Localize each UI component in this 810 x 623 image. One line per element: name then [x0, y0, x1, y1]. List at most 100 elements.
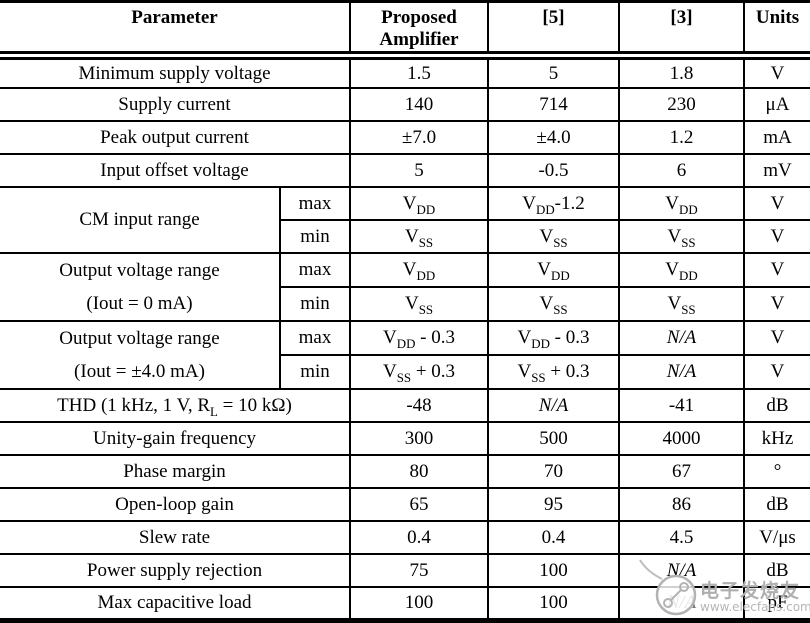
value-cell-ref3: 1.8	[618, 54, 745, 90]
value-cell-ref3: N/A	[618, 354, 745, 391]
row-cm-input-range-min: min VSS VSS VSS V	[0, 219, 810, 255]
value-cell-proposed: 75	[349, 553, 489, 589]
value-cell-ref5: 70	[487, 454, 620, 490]
param-cell: Supply current	[0, 87, 351, 123]
value-cell-proposed: 5	[349, 153, 489, 189]
row-output-range-4ma-min: min VSS + 0.3 VSS + 0.3 N/A V	[0, 354, 810, 391]
value-cell-ref3: N/A	[618, 320, 745, 357]
param-cell: CM input range	[0, 186, 281, 255]
value-cell-ref5: VSS + 0.3	[487, 354, 620, 391]
row-output-range-0ma-min: min VSS VSS VSS V	[0, 286, 810, 323]
unit-cell: dB	[743, 487, 810, 523]
value-cell-ref5: 100	[487, 553, 620, 589]
value-cell-proposed: VSS + 0.3	[349, 354, 489, 391]
row-peak-output-current: Peak output current ±7.0 ±4.0 1.2 mA	[0, 120, 810, 156]
param-cell: THD (1 kHz, 1 V, RL = 10 kΩ)	[0, 388, 351, 424]
value-cell-ref3: 6	[618, 153, 745, 189]
value-cell-ref3: 4.5	[618, 520, 745, 556]
row-max-capacitive-load: Max capacitive load 100 100 N/A pF	[0, 586, 810, 622]
unit-cell: mV	[743, 153, 810, 189]
row-power-supply-rejection: Power supply rejection 75 100 N/A dB	[0, 553, 810, 589]
value-cell-ref3: -41	[618, 388, 745, 424]
value-cell-proposed: VSS	[349, 219, 489, 255]
unit-cell: V	[743, 219, 810, 255]
row-phase-margin: Phase margin 80 70 67 °	[0, 454, 810, 490]
maxmin-cell: min	[280, 286, 351, 323]
value-cell-ref3: VDD	[618, 252, 745, 289]
maxmin-cell: max	[279, 252, 351, 289]
unit-cell: pF	[743, 586, 810, 622]
value-cell-proposed: 0.4	[349, 520, 489, 556]
value-cell-ref3: 4000	[618, 421, 745, 457]
param-cell: Input offset voltage	[0, 153, 351, 189]
value-cell-proposed: ±7.0	[349, 120, 489, 156]
table-header: Parameter Proposed Amplifier [5] [3] Uni…	[0, 0, 810, 60]
row-input-offset-voltage: Input offset voltage 5 -0.5 6 mV	[0, 153, 810, 189]
value-cell-ref5: 0.4	[487, 520, 620, 556]
param-cell: Unity-gain frequency	[0, 421, 351, 457]
value-cell-proposed: 100	[349, 586, 489, 622]
value-cell-ref5: 500	[487, 421, 620, 457]
unit-cell: V	[743, 252, 810, 289]
maxmin-cell: max	[279, 320, 351, 357]
value-cell-proposed: VDD	[349, 252, 489, 289]
value-cell-proposed: -48	[349, 388, 489, 424]
unit-cell: V/μs	[743, 520, 810, 556]
param-cell: Peak output current	[0, 120, 351, 156]
col-header-units: Units	[743, 0, 810, 60]
value-cell-ref5: 5	[487, 54, 620, 90]
row-unity-gain-frequency: Unity-gain frequency 300 500 4000 kHz	[0, 421, 810, 457]
param-cell: Max capacitive load	[0, 586, 351, 622]
value-cell-ref5: 95	[487, 487, 620, 523]
unit-cell: V	[743, 354, 810, 391]
row-supply-current: Supply current 140 714 230 μA	[0, 87, 810, 123]
value-cell-proposed: 1.5	[349, 54, 489, 90]
value-cell-ref3: 67	[618, 454, 745, 490]
row-output-range-4ma-max: Output voltage range (Iout = ±4.0 mA) ma…	[0, 320, 810, 391]
value-cell-ref5: VDD	[487, 252, 620, 289]
col-header-proposed: Proposed Amplifier	[349, 0, 489, 60]
value-cell-ref3: 230	[618, 87, 745, 123]
maxmin-cell: min	[280, 219, 351, 255]
col-header-ref5: [5]	[487, 0, 620, 60]
param-cell: Open-loop gain	[0, 487, 351, 523]
value-cell-ref5: VSS	[487, 219, 620, 255]
value-cell-ref3: VDD	[618, 186, 745, 222]
param-cell: Phase margin	[0, 454, 351, 490]
col-header-parameter: Parameter	[0, 0, 351, 60]
maxmin-cell: max	[279, 186, 351, 222]
value-cell-proposed: 80	[349, 454, 489, 490]
row-min-supply-voltage: Minimum supply voltage 1.5 5 1.8 V	[0, 54, 810, 90]
value-cell-ref3: VSS	[618, 286, 745, 323]
table-body: Minimum supply voltage 1.5 5 1.8 V Suppl…	[0, 54, 810, 622]
value-cell-ref5: N/A	[487, 388, 620, 424]
value-cell-ref5: VDD-1.2	[487, 186, 620, 222]
value-cell-proposed: 300	[349, 421, 489, 457]
value-cell-proposed: VDD	[349, 186, 489, 222]
value-cell-proposed: VDD - 0.3	[349, 320, 489, 357]
unit-cell: kHz	[743, 421, 810, 457]
unit-cell: V	[743, 186, 810, 222]
row-cm-input-range-max: CM input range max VDD VDD-1.2 VDD V	[0, 186, 810, 255]
param-cell: Output voltage range (Iout = 0 mA)	[0, 252, 281, 323]
row-output-range-0ma-max: Output voltage range (Iout = 0 mA) max V…	[0, 252, 810, 323]
value-cell-ref5: VSS	[487, 286, 620, 323]
value-cell-proposed: 65	[349, 487, 489, 523]
value-cell-ref5: 100	[487, 586, 620, 622]
unit-cell: V	[743, 54, 810, 90]
unit-cell: V	[743, 320, 810, 357]
unit-cell: dB	[743, 388, 810, 424]
row-thd: THD (1 kHz, 1 V, RL = 10 kΩ) -48 N/A -41…	[0, 388, 810, 424]
value-cell-proposed: 140	[349, 87, 489, 123]
col-header-proposed-line2: Amplifier	[379, 28, 459, 50]
unit-cell: μA	[743, 87, 810, 123]
unit-cell: mA	[743, 120, 810, 156]
value-cell-ref3: N/A	[618, 586, 745, 622]
value-cell-ref5: ±4.0	[487, 120, 620, 156]
param-cell: Slew rate	[0, 520, 351, 556]
value-cell-ref5: 714	[487, 87, 620, 123]
value-cell-ref3: 86	[618, 487, 745, 523]
col-header-ref3: [3]	[618, 0, 745, 60]
